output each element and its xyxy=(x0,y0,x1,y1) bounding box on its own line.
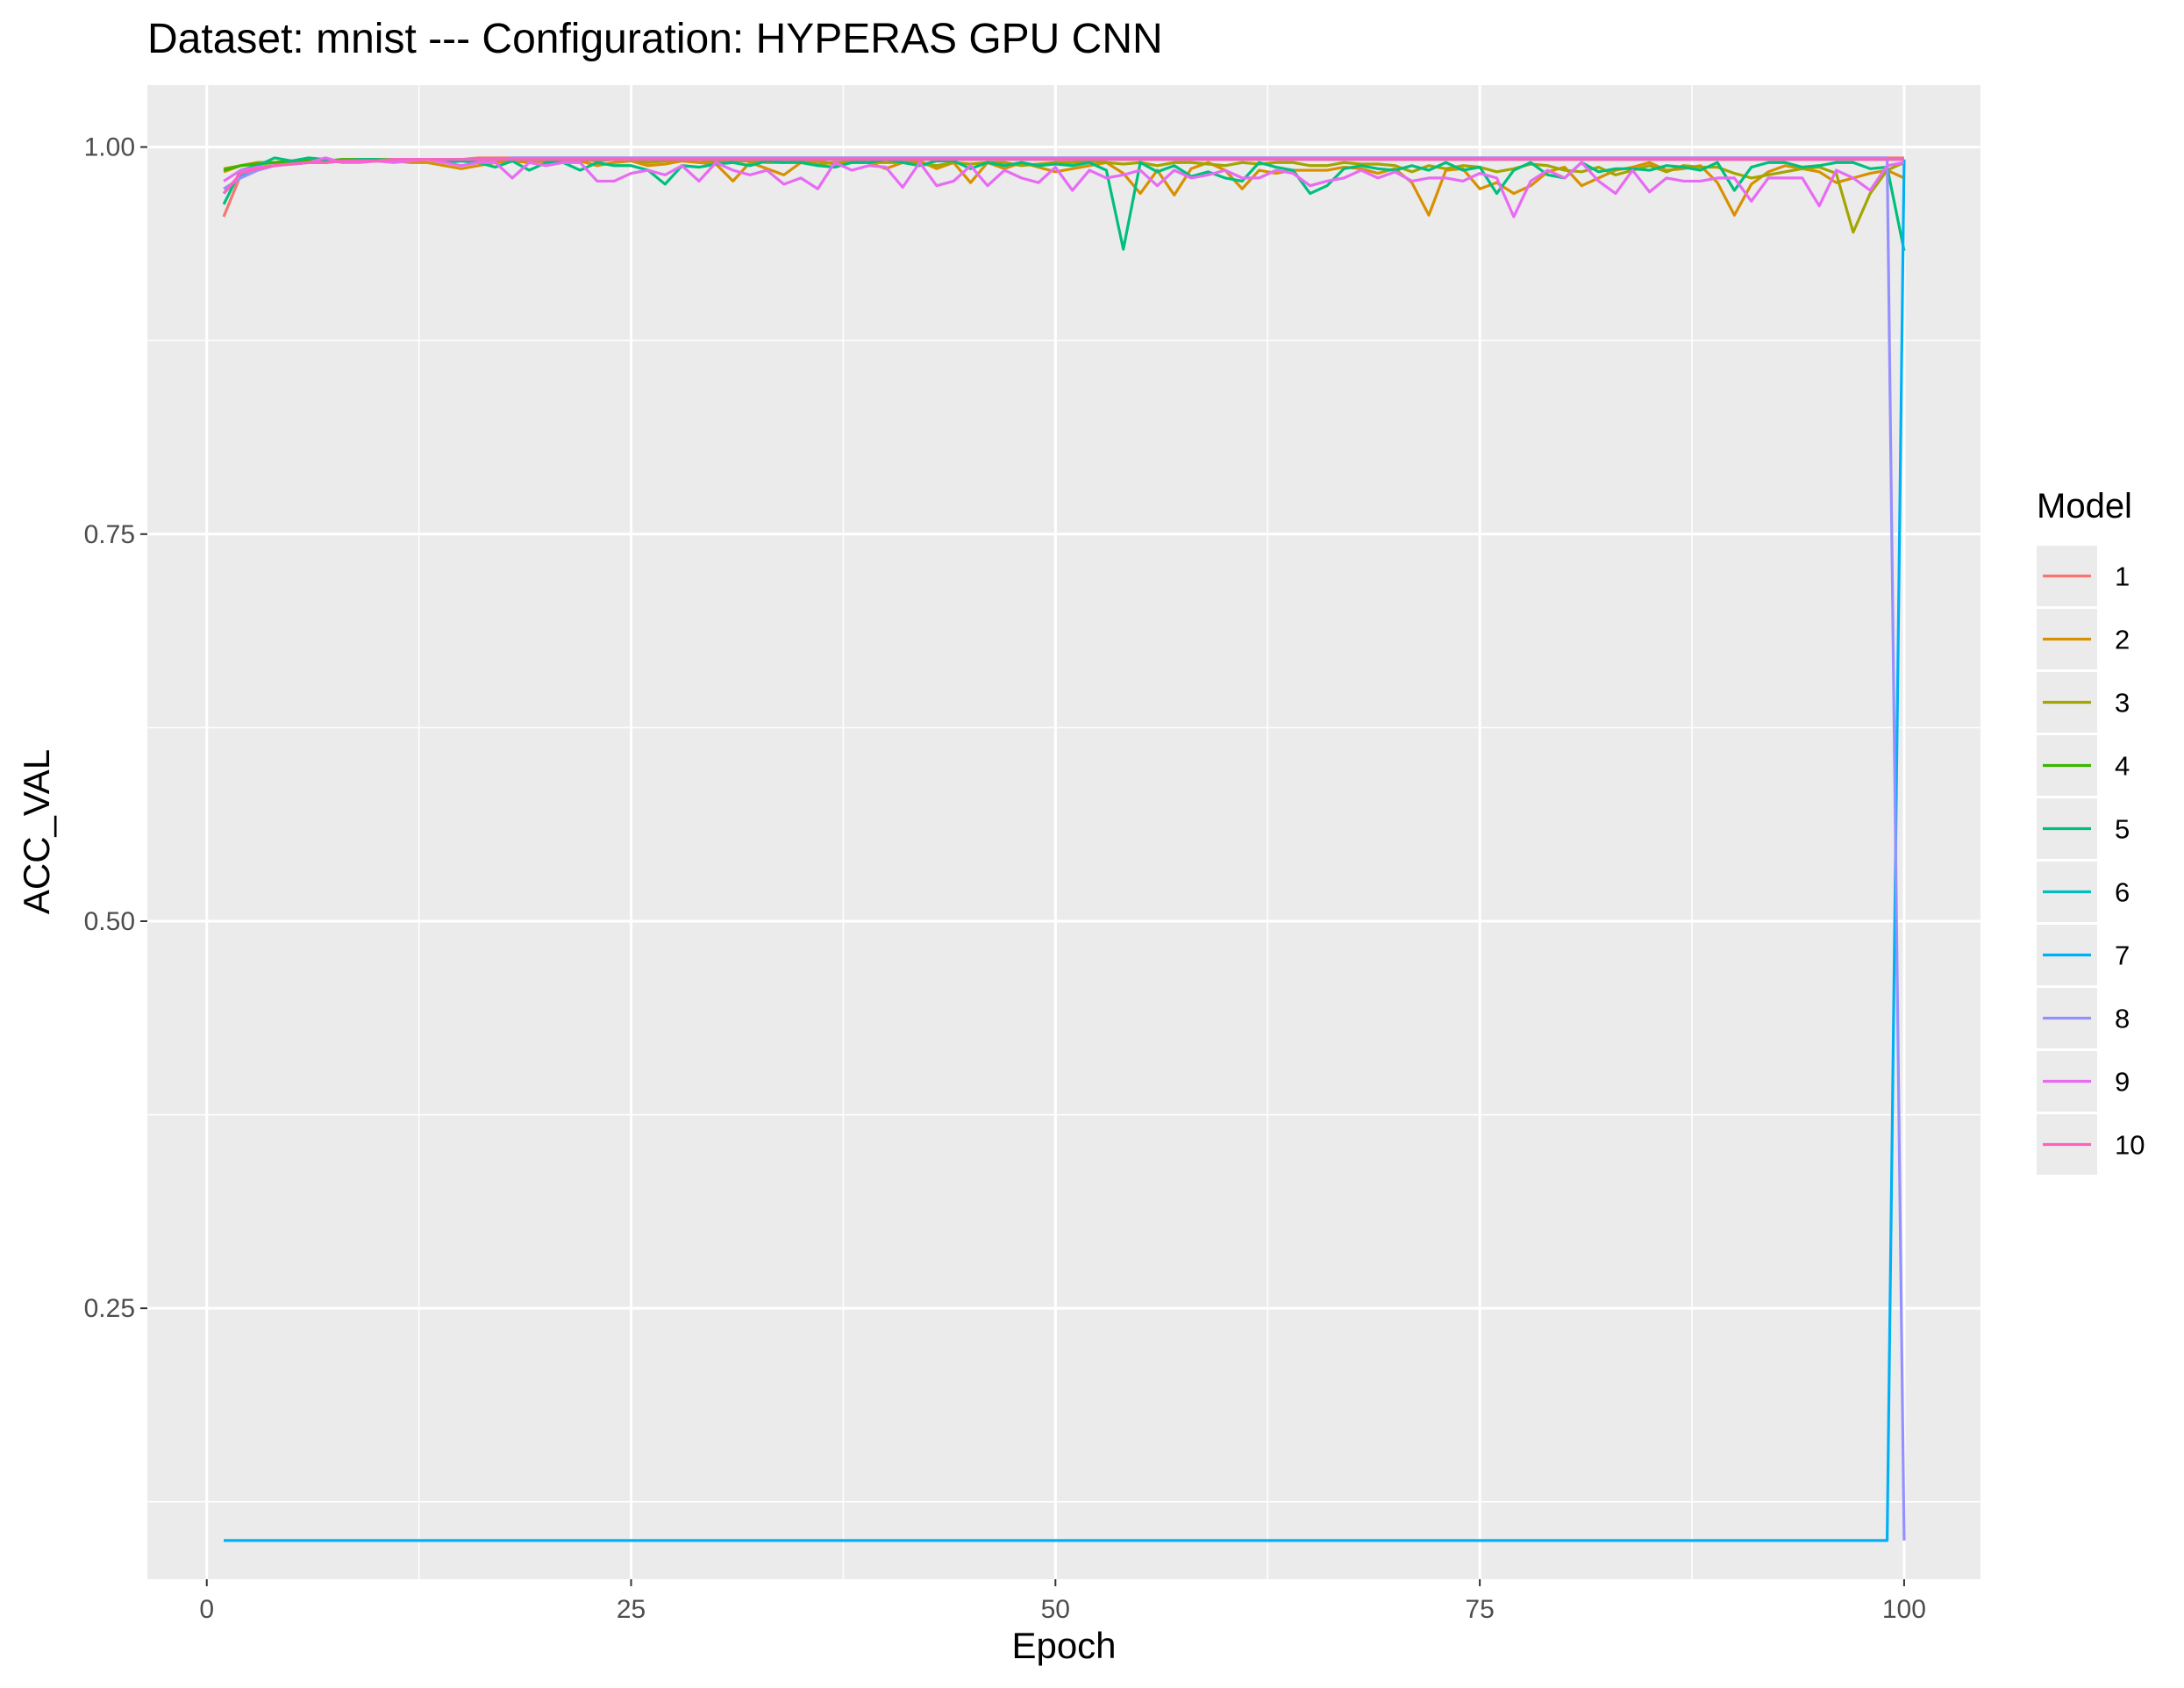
y-axis-title: ACC_VAL xyxy=(16,749,57,914)
legend-item: 5 xyxy=(2037,798,2130,859)
legend-label: 7 xyxy=(2115,941,2130,971)
legend-item: 6 xyxy=(2037,862,2130,922)
x-tick-label: 50 xyxy=(1041,1595,1070,1624)
legend-label: 4 xyxy=(2115,751,2130,782)
chart-title: Dataset: mnist --- Configuration: HYPERA… xyxy=(147,16,1163,62)
x-tick-label: 75 xyxy=(1465,1595,1494,1624)
legend-label: 10 xyxy=(2115,1130,2145,1161)
series-line-9 xyxy=(223,156,1905,218)
minor-gridlines xyxy=(147,85,1981,1579)
legend: Model 1 2 3 4 5 6 7 8 9 10 xyxy=(2037,487,2145,1175)
y-axis: 0.25 0.50 0.75 1.00 xyxy=(84,133,147,1323)
legend-item: 2 xyxy=(2037,609,2130,669)
y-tick-label: 0.75 xyxy=(84,520,135,549)
legend-item: 1 xyxy=(2037,546,2130,606)
series-line-7 xyxy=(224,159,1906,1542)
x-tick-label: 0 xyxy=(199,1595,214,1624)
major-gridlines xyxy=(147,85,1981,1579)
legend-item: 3 xyxy=(2037,672,2130,733)
legend-label: 6 xyxy=(2115,877,2130,908)
legend-title: Model xyxy=(2037,487,2132,526)
x-axis-title: Epoch xyxy=(1011,1625,1116,1666)
y-tick-label: 0.25 xyxy=(84,1294,135,1323)
y-tick-label: 1.00 xyxy=(84,133,135,162)
legend-label: 8 xyxy=(2115,1004,2130,1034)
x-axis: 0 25 50 75 100 xyxy=(199,1579,1926,1624)
legend-label: 2 xyxy=(2115,625,2130,655)
legend-item: 10 xyxy=(2037,1114,2145,1175)
legend-item: 8 xyxy=(2037,988,2130,1048)
series-lines xyxy=(222,156,1906,1542)
y-tick-label: 0.50 xyxy=(84,907,135,936)
x-tick-label: 100 xyxy=(1882,1595,1926,1624)
legend-label: 3 xyxy=(2115,688,2130,719)
plot-panel xyxy=(147,85,1981,1579)
legend-label: 5 xyxy=(2115,814,2130,845)
legend-label: 9 xyxy=(2115,1067,2130,1098)
x-tick-label: 25 xyxy=(617,1595,646,1624)
legend-item: 7 xyxy=(2037,925,2130,985)
legend-item: 9 xyxy=(2037,1051,2130,1112)
series-line-5 xyxy=(222,156,1906,252)
series-line-10 xyxy=(222,158,1904,195)
legend-item: 4 xyxy=(2037,735,2130,796)
legend-label: 1 xyxy=(2115,561,2130,592)
